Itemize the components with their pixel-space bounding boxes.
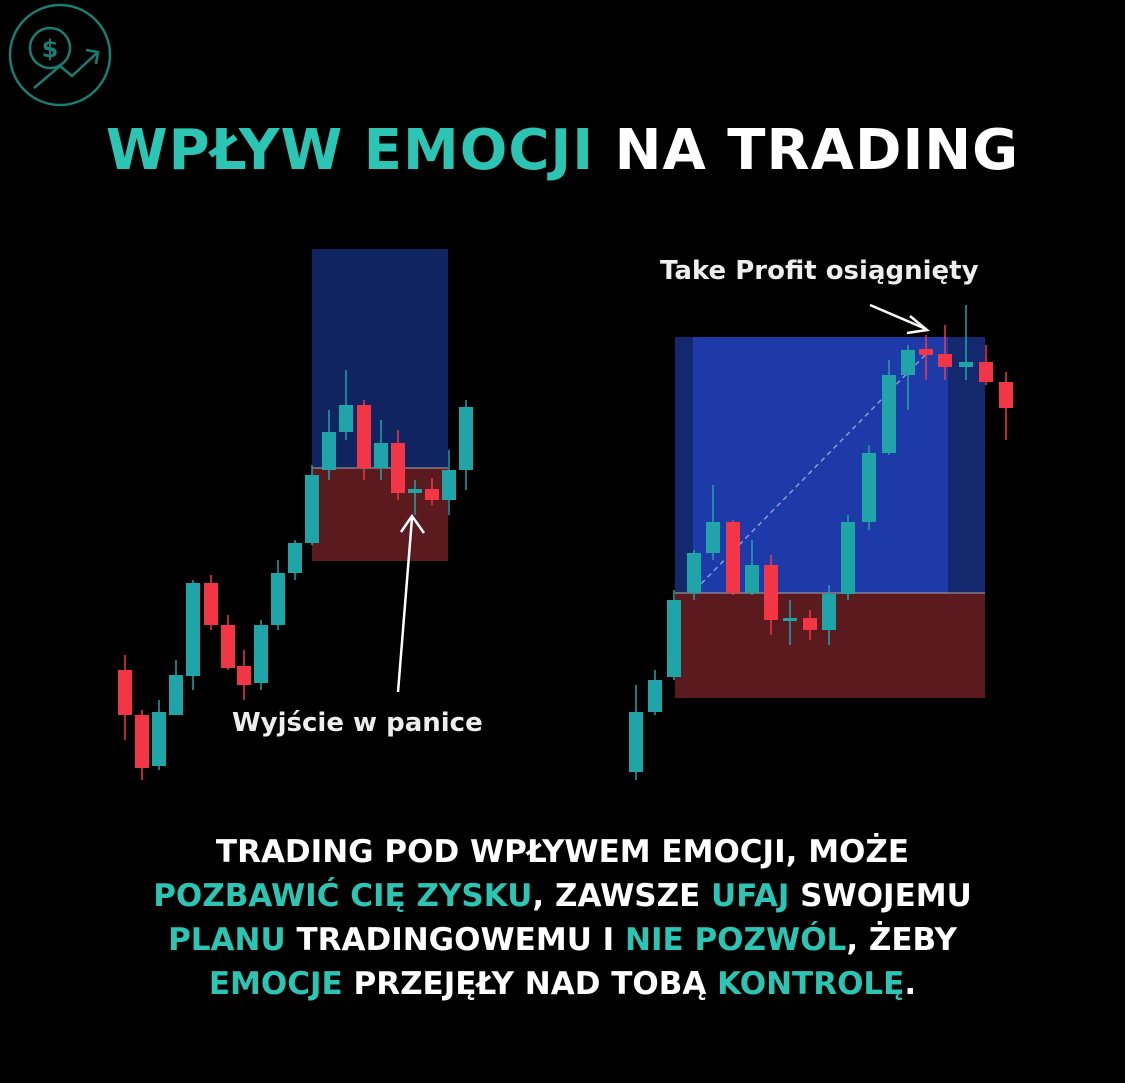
candle-body	[322, 432, 336, 470]
candle-body	[862, 453, 876, 522]
title-highlight: WPŁYW EMOCJI	[105, 118, 595, 183]
text: SWOJEMU	[789, 878, 972, 914]
text: PRZEJĘŁY NAD TOBĄ	[342, 966, 718, 1002]
candle-body	[901, 350, 915, 375]
candle-body	[999, 382, 1013, 408]
message-line: EMOCJE PRZEJĘŁY NAD TOBĄ KONTROLĘ.	[0, 962, 1125, 1006]
candle-body	[374, 443, 388, 468]
candle-body	[726, 522, 740, 593]
candle-body	[391, 443, 405, 493]
title: WPŁYW EMOCJI NA TRADING	[0, 118, 1125, 183]
candle-body	[408, 489, 422, 493]
message-line: POZBAWIĆ CIĘ ZYSKU, ZAWSZE UFAJ SWOJEMU	[0, 874, 1125, 918]
candle-body	[667, 600, 681, 677]
annotation: Wyjście w panice	[232, 708, 483, 738]
candle-body	[305, 475, 319, 543]
message-line: PLANU TRADINGOWEMU I NIE POZWÓL, ŻEBY	[0, 918, 1125, 962]
candle-body	[204, 583, 218, 625]
candle-body	[882, 375, 896, 453]
candle-body	[237, 666, 251, 685]
candle-body	[186, 583, 200, 676]
text: , ŻEBY	[846, 922, 957, 958]
candle-body	[459, 407, 473, 470]
candle-body	[979, 362, 993, 382]
candle-body	[764, 565, 778, 620]
candle-body	[118, 670, 132, 715]
stop-zone	[312, 468, 448, 561]
candle-body	[425, 489, 439, 500]
text: TRADINGOWEMU I	[285, 922, 625, 958]
message-line: TRADING POD WPŁYWEM EMOCJI, MOŻE	[0, 830, 1125, 874]
candle-body	[254, 625, 268, 683]
candle-body	[822, 594, 836, 630]
annotation: Take Profit osiągnięty	[660, 256, 979, 286]
message: TRADING POD WPŁYWEM EMOCJI, MOŻE POZBAWI…	[0, 830, 1125, 1006]
target-zone	[675, 337, 985, 593]
target-zone	[312, 249, 448, 468]
candle-body	[442, 470, 456, 500]
candle-body	[629, 712, 643, 772]
svg-text:$: $	[42, 35, 59, 63]
highlight: UFAJ	[711, 878, 790, 914]
arrow	[396, 303, 930, 693]
highlight: NIE POZWÓL	[625, 922, 847, 958]
candle-body	[135, 715, 149, 768]
target-zone-edge	[675, 337, 693, 593]
text: , ZAWSZE	[532, 878, 712, 914]
candle-body	[959, 362, 973, 367]
candle-body	[339, 405, 353, 432]
candle-body	[803, 618, 817, 630]
candle-body	[706, 522, 720, 553]
candle-body	[648, 680, 662, 712]
highlight: EMOCJE	[208, 966, 343, 1002]
highlight: KONTROLĘ	[717, 966, 905, 1002]
logo: $	[8, 3, 112, 107]
candle-body	[357, 405, 371, 468]
candle-body	[745, 565, 759, 593]
text: TRADING POD WPŁYWEM EMOCJI, MOŻE	[215, 834, 910, 870]
candle-body	[169, 675, 183, 715]
candle-body	[221, 625, 235, 668]
text: .	[904, 966, 917, 1002]
candle-body	[783, 618, 797, 621]
candle-body	[841, 522, 855, 594]
highlight: POZBAWIĆ CIĘ ZYSKU	[153, 878, 533, 914]
highlight: PLANU	[168, 922, 286, 958]
candle-body	[288, 543, 302, 573]
candle-body	[271, 573, 285, 625]
candle-body	[919, 349, 933, 355]
candle-body	[152, 712, 166, 766]
candle-body	[938, 354, 952, 367]
candle-body	[687, 553, 701, 593]
title-rest: NA TRADING	[614, 118, 1020, 183]
